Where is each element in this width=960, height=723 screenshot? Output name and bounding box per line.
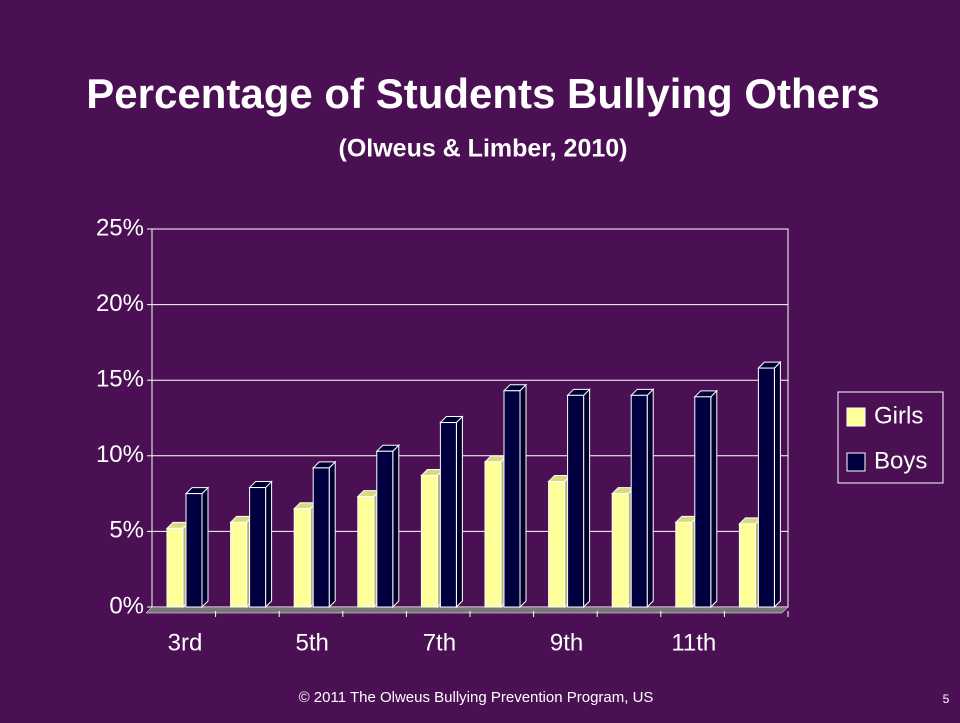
bar-side (392, 444, 400, 609)
bar-front (312, 467, 330, 608)
bar (757, 360, 782, 609)
bar-front (249, 487, 267, 608)
footer: © 2011 The Olweus Bullying Prevention Pr… (299, 689, 654, 706)
bar-front (738, 523, 756, 608)
y-tick-label: 5% (109, 517, 144, 544)
bar (693, 389, 719, 609)
bar-front (166, 527, 184, 608)
y-tick-label: 10% (96, 441, 144, 468)
bar-side (646, 388, 654, 609)
x-tick-label: 11th (671, 629, 716, 656)
bar (184, 486, 210, 609)
bar-side (328, 460, 336, 609)
bar (375, 444, 401, 609)
chart-title: Percentage of Students Bullying Others (86, 70, 879, 117)
bar (566, 388, 591, 609)
page-number: 5 (943, 692, 950, 706)
bar (248, 480, 273, 609)
bar-front (185, 493, 203, 608)
bar-front (376, 450, 394, 608)
bar (439, 415, 464, 609)
bar-side (455, 415, 463, 609)
bar-front (630, 394, 648, 608)
y-tick-label: 15% (96, 366, 144, 393)
bar-front (439, 422, 457, 608)
bar-front (694, 396, 712, 608)
bar (629, 388, 655, 609)
floor (145, 606, 789, 614)
bar-side (710, 389, 718, 609)
bar-side (773, 360, 781, 609)
x-tick-label: 9th (550, 629, 583, 656)
legend-label: Girls (874, 402, 923, 429)
y-tick-label: 25% (96, 214, 144, 241)
bar (311, 460, 337, 609)
bar-front (757, 367, 775, 608)
bar-side (519, 383, 527, 609)
bar-front (567, 394, 585, 608)
bar-side (201, 486, 209, 609)
bar-front (420, 474, 438, 608)
bar-front (675, 521, 693, 608)
x-tick-label: 5th (296, 629, 329, 656)
bar-front (548, 481, 566, 608)
legend-swatch (846, 452, 866, 472)
bar-side (265, 480, 273, 609)
legend-box (837, 391, 944, 484)
bar-front (293, 508, 311, 608)
x-tick-label: 7th (423, 629, 456, 656)
bar-front (357, 496, 375, 608)
bar-front (230, 521, 248, 608)
chart-subtitle: (Olweus & Limber, 2010) (339, 135, 628, 163)
bar-front (611, 493, 629, 608)
y-tick-label: 20% (96, 290, 144, 317)
x-tick-label: 3rd (168, 629, 203, 656)
bar-front (503, 390, 521, 608)
y-tick-label: 0% (109, 592, 144, 619)
legend-swatch (846, 407, 866, 427)
bar (502, 383, 528, 609)
legend-label: Boys (874, 447, 927, 474)
bar-front (484, 461, 502, 608)
bar-side (583, 388, 591, 609)
